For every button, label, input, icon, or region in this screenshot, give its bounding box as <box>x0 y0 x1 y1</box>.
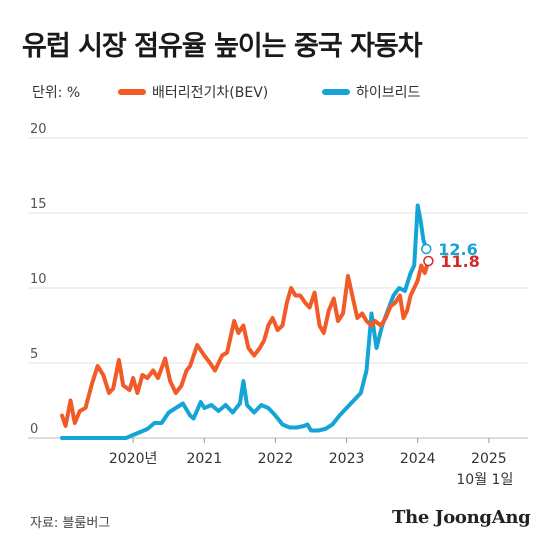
x-tick-label-2: 2022 <box>258 451 294 467</box>
publisher-logo: The JoongAng <box>392 507 531 528</box>
series-end-label-0: 11.8 <box>440 252 479 271</box>
legend-swatch-hybrid <box>322 89 350 95</box>
x-tick-label-1: 2021 <box>186 451 222 467</box>
x-tick-label-0: 2020년 <box>109 451 158 467</box>
series-end-marker-0 <box>423 255 434 267</box>
line-chart: 0 5 10 15 20 2020년 2021 2022 2023 2024 2025 10월 1일 1… <box>28 122 528 488</box>
legend-label-hybrid: 하이브리드 <box>356 85 421 101</box>
series-end-marker-1 <box>421 243 432 255</box>
unit-label: 단위: % <box>32 85 81 101</box>
series-line-1 <box>60 203 429 440</box>
legend-label-bev: 배터리전기차(BEV) <box>152 85 269 101</box>
x-tick-label-3: 2023 <box>329 451 365 467</box>
y-tick-label-10: 10 <box>30 272 47 287</box>
source-note: 자료: 블룸버그 <box>30 516 111 531</box>
x-tick-label-5: 2025 <box>471 451 507 467</box>
series-end-label-1: 12.6 <box>438 240 477 259</box>
end-date-label: 10월 1일 <box>456 472 513 488</box>
legend-swatch-bev <box>118 89 146 95</box>
y-tick-label-0: 0 <box>30 422 38 437</box>
chart-title: 유럽 시장 점유율 높이는 중국 자동차 <box>22 31 423 62</box>
y-tick-label-5: 5 <box>30 347 38 362</box>
legend-item-bev: 배터리전기차(BEV) <box>118 82 268 102</box>
x-tick-label-4: 2024 <box>400 451 436 467</box>
y-tick-label-20: 20 <box>30 122 47 137</box>
legend-item-hybrid: 하이브리드 <box>322 82 420 102</box>
y-tick-label-15: 15 <box>30 197 47 212</box>
series-line-0 <box>60 259 431 428</box>
